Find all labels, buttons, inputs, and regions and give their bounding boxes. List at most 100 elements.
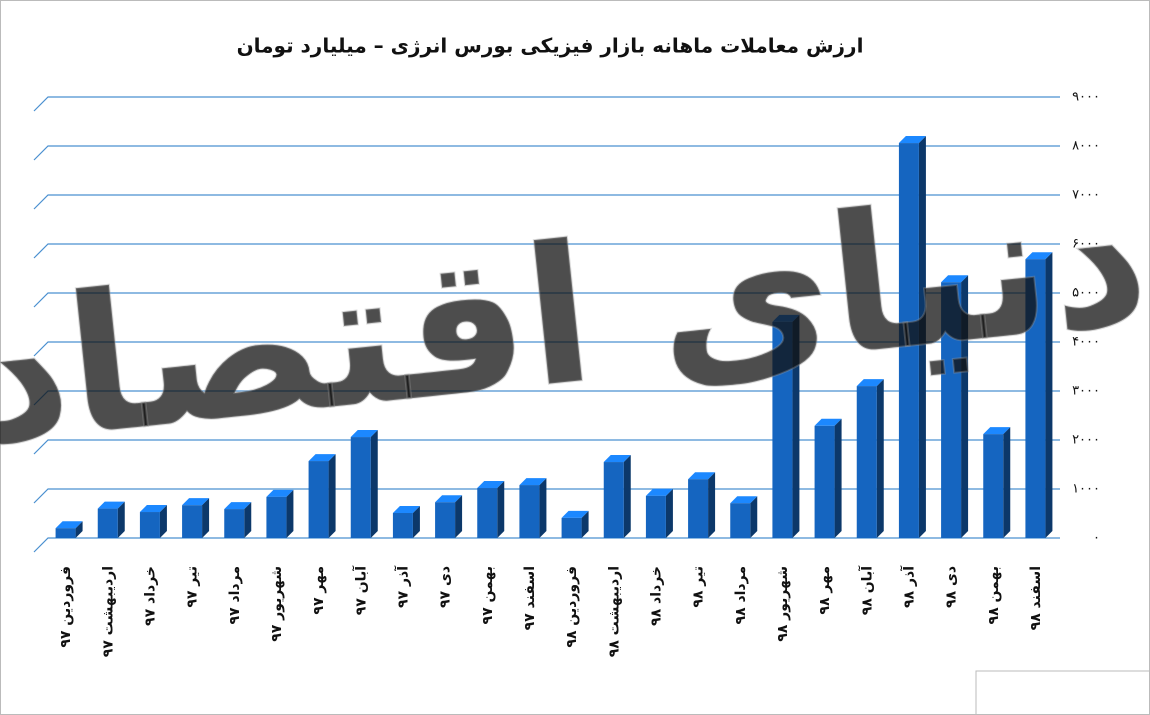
bar-top xyxy=(139,505,167,513)
bar-front xyxy=(224,509,245,538)
bar-side xyxy=(370,430,378,538)
bar-side xyxy=(412,506,420,538)
bar-front xyxy=(266,496,287,538)
bar-front xyxy=(730,503,751,538)
bar xyxy=(688,472,716,538)
x-tick-label: مهر ۹۷ xyxy=(311,566,327,615)
bar-top xyxy=(308,454,336,462)
bar-top xyxy=(266,489,294,497)
x-tick-label: فروردین ۹۸ xyxy=(564,566,580,648)
bar xyxy=(561,510,589,538)
grid-line xyxy=(33,145,1060,161)
y-tick-label: ۳۰۰۰ xyxy=(1072,384,1100,399)
y-tick-label: ۸۰۰۰ xyxy=(1072,139,1100,154)
x-tick-label: تیر ۹۷ xyxy=(185,566,201,608)
bar-top xyxy=(182,498,210,506)
bar-front xyxy=(55,528,76,538)
x-tick-label: دی ۹۸ xyxy=(944,566,960,608)
bar-front xyxy=(139,512,160,538)
grid-line xyxy=(33,488,1060,504)
bar-top xyxy=(603,455,631,463)
bar xyxy=(603,455,631,538)
bar xyxy=(645,488,673,538)
y-tick-label: ۴۰۰۰ xyxy=(1072,335,1100,350)
bar-side xyxy=(497,481,505,538)
bar-front xyxy=(1025,259,1046,538)
bar-top xyxy=(224,502,252,510)
x-tick-label: اردیبهشت ۹۷ xyxy=(100,566,116,657)
x-tick-label: مهر ۹۸ xyxy=(817,566,833,615)
bar xyxy=(435,495,463,538)
bar-side xyxy=(918,136,926,538)
x-tick-label: شهریور ۹۷ xyxy=(269,566,285,642)
bar xyxy=(182,498,210,538)
bar-top xyxy=(519,478,547,486)
bar-side xyxy=(1003,427,1011,538)
bar-front xyxy=(603,462,624,538)
bar-side xyxy=(286,489,294,538)
bar-front xyxy=(182,505,203,538)
bar-top xyxy=(1025,252,1053,260)
x-tick-label: آذر ۹۷ xyxy=(393,565,411,608)
bar-side xyxy=(244,502,252,538)
bar-side xyxy=(328,454,336,538)
grid-line xyxy=(33,341,1060,357)
bar-top xyxy=(435,495,463,503)
x-tick-label: خرداد ۹۷ xyxy=(142,566,158,626)
bar-side xyxy=(455,495,463,538)
bar xyxy=(308,454,336,538)
bar-front xyxy=(983,434,1004,538)
bar-front xyxy=(392,513,413,538)
x-tick-label: آذر ۹۸ xyxy=(899,565,917,608)
bar-front xyxy=(350,437,371,538)
bar-front xyxy=(435,502,456,538)
bar-side xyxy=(665,488,673,538)
x-tick-label: تیر ۹۸ xyxy=(691,566,707,608)
bar-front xyxy=(941,282,962,538)
bar-side xyxy=(961,275,969,538)
bar xyxy=(941,275,969,538)
grid-line xyxy=(33,96,1060,112)
bar-side xyxy=(159,505,167,538)
bar xyxy=(898,136,926,538)
bar xyxy=(814,418,842,538)
x-tick-label: مرداد ۹۷ xyxy=(227,566,243,625)
x-tick-label: بهمن ۹۸ xyxy=(986,566,1002,624)
bar-side xyxy=(581,510,589,538)
bar xyxy=(730,496,758,538)
bar-front xyxy=(856,386,877,538)
bar-top xyxy=(55,521,83,529)
bar xyxy=(55,521,83,538)
bar-top xyxy=(772,314,800,322)
bar-top xyxy=(688,472,716,480)
x-tick-label: شهریور ۹۸ xyxy=(775,566,791,642)
bar-front xyxy=(814,425,835,538)
chart-title: ارزش معاملات ماهانه بازار فیزیکی بورس ان… xyxy=(237,34,864,58)
bar-front xyxy=(688,479,709,538)
bar-side xyxy=(792,314,800,538)
bar xyxy=(392,506,420,538)
bar-top xyxy=(941,275,969,283)
x-tick-label: خرداد ۹۸ xyxy=(648,566,664,626)
bar xyxy=(350,430,378,538)
bar xyxy=(983,427,1011,538)
bar-side xyxy=(117,501,125,538)
bar-top xyxy=(561,510,589,518)
bar xyxy=(139,505,167,538)
corner-box xyxy=(975,670,1150,715)
bar-side xyxy=(708,472,716,538)
bar-front xyxy=(772,321,793,538)
y-tick-label: ۰ xyxy=(1093,531,1100,546)
y-tick-label: ۱۰۰۰ xyxy=(1072,482,1100,497)
bar-front xyxy=(308,461,329,538)
bar xyxy=(856,379,884,538)
bar-top xyxy=(856,379,884,387)
bar-top xyxy=(477,481,505,489)
grid-line xyxy=(33,537,1060,553)
grid-line xyxy=(33,390,1060,406)
bar xyxy=(224,502,252,538)
x-tick-label: اسفند ۹۸ xyxy=(1028,566,1044,630)
bar-top xyxy=(898,136,926,144)
y-tick-label: ۶۰۰۰ xyxy=(1072,237,1100,252)
